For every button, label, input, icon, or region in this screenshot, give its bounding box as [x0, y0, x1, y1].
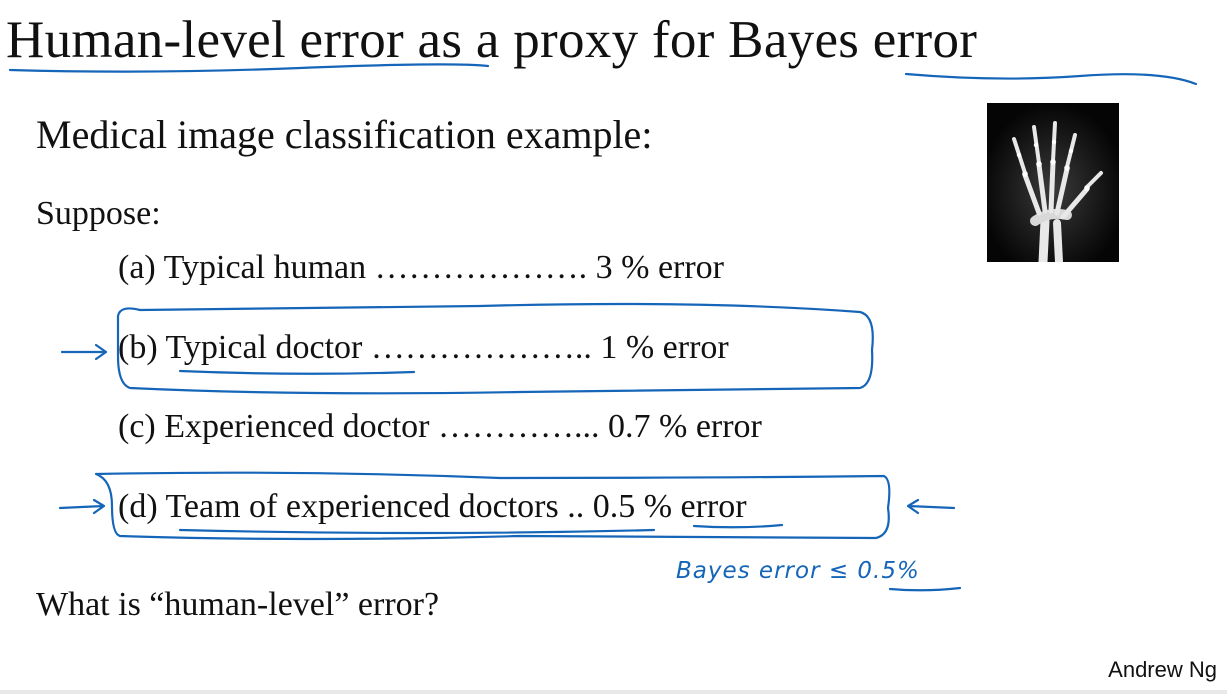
author-name: Andrew Ng: [1108, 657, 1217, 682]
hand-xray-icon: [987, 103, 1119, 267]
option-a-typical-human: (a) Typical human ………………. 3 % error: [118, 249, 725, 286]
option-d-team-of-doctors: (d) Team of experienced doctors .. 0.5 %…: [118, 488, 747, 525]
underline-typical-doctor: [178, 369, 416, 375]
option-b-typical-doctor: (b) Typical doctor ……………….. 1 % error: [118, 329, 729, 366]
option-c-experienced-doctor: (c) Experienced doctor …………... 0.7 % err…: [118, 408, 762, 445]
hand-xray-graphic: [987, 103, 1119, 267]
bottom-divider: [0, 690, 1227, 694]
slide-subtitle: Medical image classification example:: [36, 112, 653, 157]
slide-title: Human-level error as a proxy for Bayes e…: [6, 11, 978, 69]
underline-team-of-doctors: [178, 528, 656, 535]
arrow-option-b: [60, 343, 108, 361]
underline-bayes-error: [904, 72, 1198, 86]
arrow-right-option-d: [906, 498, 956, 515]
question-text: What is “human-level” error?: [36, 586, 440, 623]
underline-note-value: [888, 586, 962, 592]
bayes-error-note: Bayes error ≤ 0.5%: [676, 558, 920, 584]
suppose-label: Suppose:: [36, 195, 161, 232]
arrow-option-d: [58, 498, 106, 515]
